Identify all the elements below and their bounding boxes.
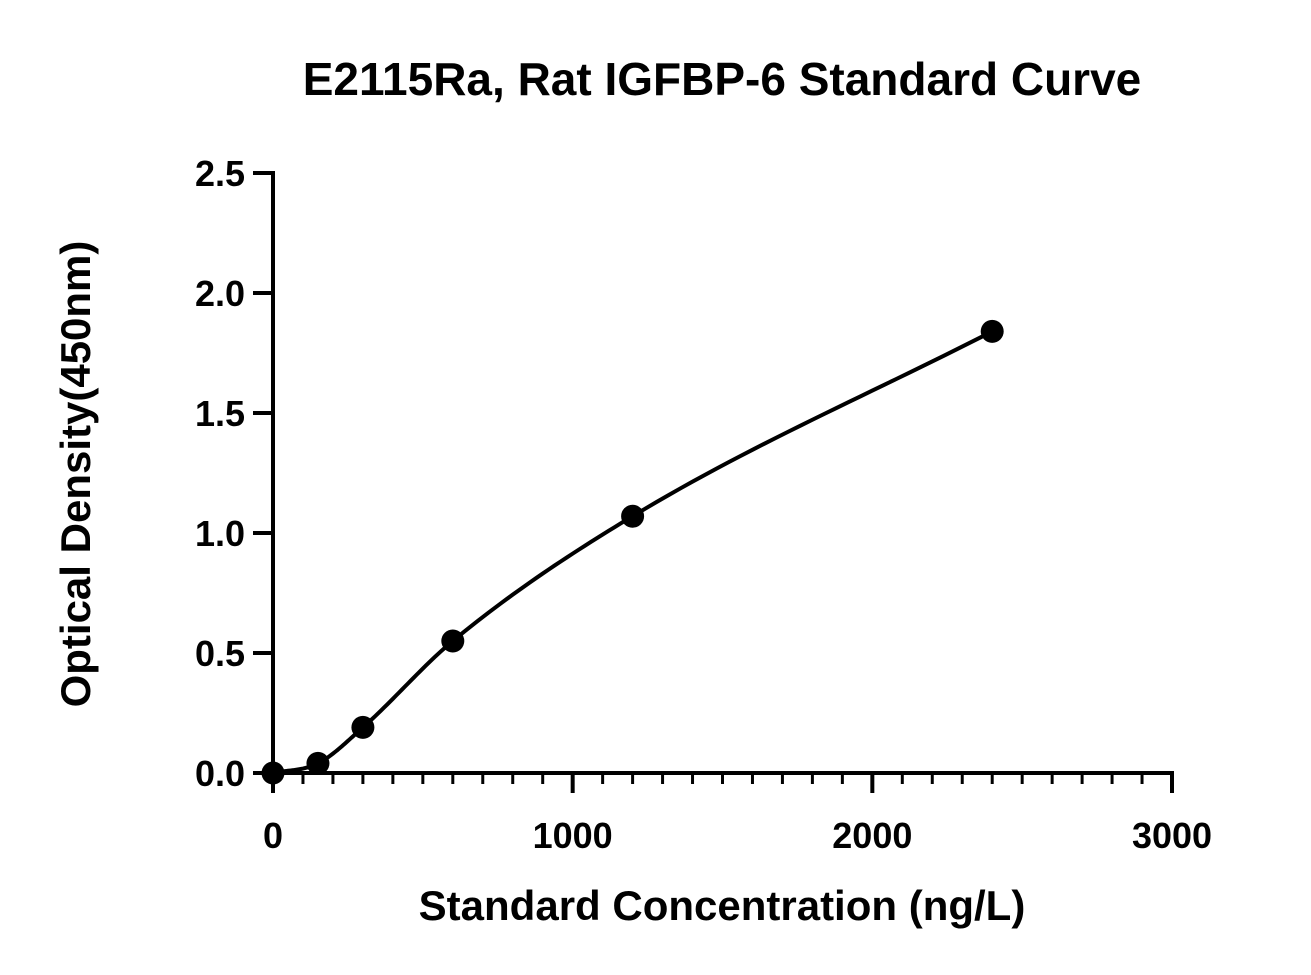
chart-title: E2115Ra, Rat IGFBP-6 Standard Curve: [303, 53, 1142, 105]
x-tick-label: 1000: [533, 815, 613, 856]
y-tick-label: 0.0: [195, 753, 245, 794]
x-axis-label: Standard Concentration (ng/L): [419, 882, 1026, 929]
x-tick-label: 0: [263, 815, 283, 856]
y-tick-label: 2.5: [195, 153, 245, 194]
y-axis-label: Optical Density(450nm): [52, 241, 99, 708]
fit-curve-line: [272, 329, 994, 775]
data-points-layer: [261, 319, 1004, 785]
fit-curve-layer: [272, 329, 994, 775]
data-point: [621, 504, 645, 528]
y-tick-label: 2.0: [195, 273, 245, 314]
data-point: [441, 629, 465, 653]
data-point: [306, 751, 330, 775]
axes: 0.0 0.5 1.0 1.5 2.0 2.5 0 1000 2000 3000: [195, 153, 1212, 856]
data-point: [980, 319, 1004, 343]
y-tick-label: 1.0: [195, 513, 245, 554]
data-point: [351, 715, 375, 739]
data-point: [261, 761, 285, 785]
y-tick-label: 0.5: [195, 633, 245, 674]
y-tick-label: 1.5: [195, 393, 245, 434]
x-tick-label: 3000: [1132, 815, 1212, 856]
x-tick-label: 2000: [832, 815, 912, 856]
